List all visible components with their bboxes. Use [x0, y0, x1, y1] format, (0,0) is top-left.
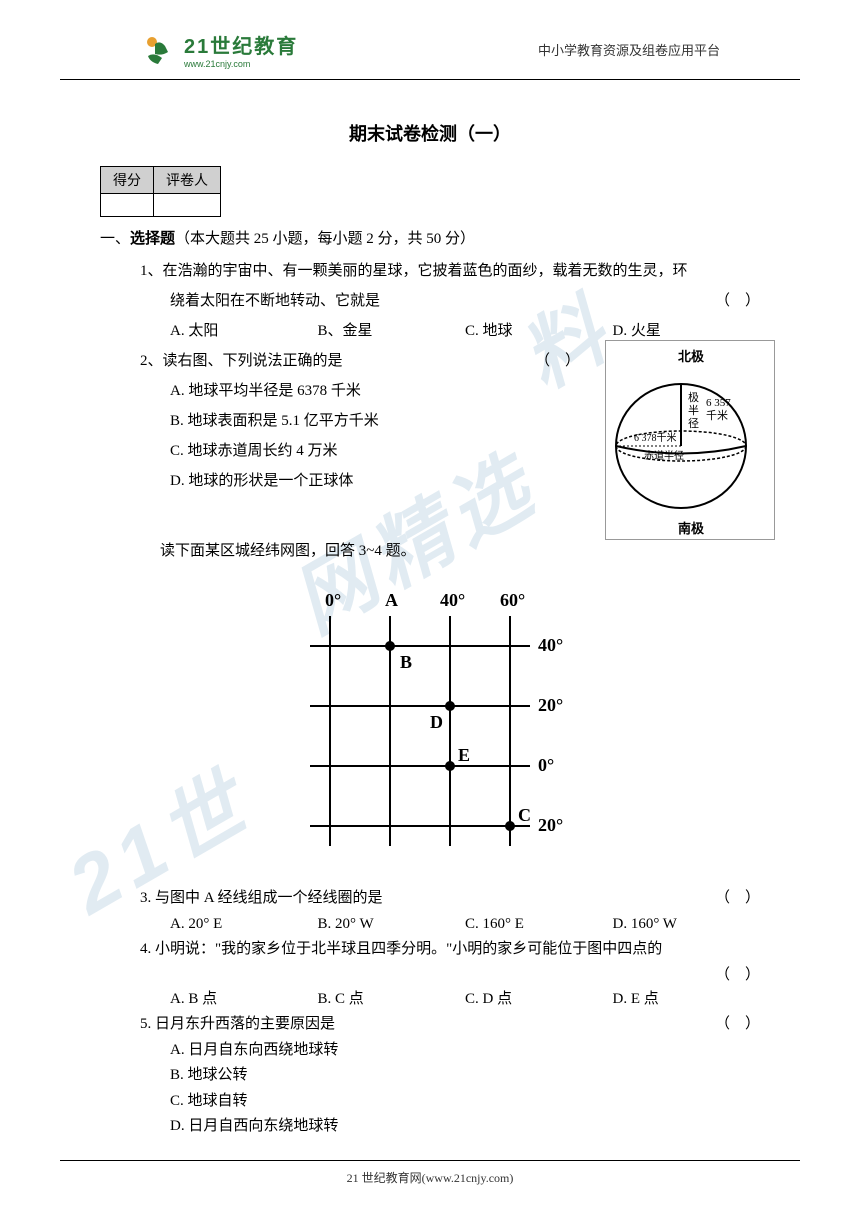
- q3-optD: D. 160° W: [613, 912, 761, 938]
- score-col2-header: 评卷人: [154, 167, 221, 194]
- section-header: 一、选择题（本大题共 25 小题，每小题 2 分，共 50 分）: [100, 227, 760, 248]
- svg-text:6 357: 6 357: [706, 397, 731, 409]
- q1-paren: （ ）: [715, 286, 760, 316]
- question-1: 1、在浩瀚的宇宙中、有一颗美丽的星球，它披着蓝色的面纱，载着无数的生灵，环 绕着…: [140, 256, 760, 346]
- svg-text:径: 径: [688, 417, 699, 430]
- q3-paren: （ ）: [715, 886, 760, 912]
- q5-optD: D. 日月自西向东绕地球转: [170, 1114, 760, 1140]
- svg-text:B: B: [400, 652, 412, 672]
- svg-text:赤道半径: 赤道半径: [644, 449, 684, 462]
- logo-icon: [140, 32, 176, 68]
- q5-optB: B. 地球公转: [170, 1063, 760, 1089]
- question-5: 5. 日月东升西落的主要原因是 （ ） A. 日月自东向西绕地球转 B. 地球公…: [140, 1012, 760, 1140]
- q1-line2: 绕着太阳在不断地转动、它就是 （ ）: [170, 286, 760, 316]
- score-col1-cell: [101, 194, 154, 217]
- content-area: 期末试卷检测（一） 得分 评卷人 一、选择题（本大题共 25 小题，每小题 2 …: [0, 80, 860, 1140]
- q4-optC: C. D 点: [465, 987, 613, 1013]
- q1-line1: 1、在浩瀚的宇宙中、有一颗美丽的星球，它披着蓝色的面纱，载着无数的生灵，环: [140, 256, 760, 286]
- logo-area: 21世纪教育 www.21cnjy.com: [140, 30, 298, 69]
- score-table: 得分 评卷人: [100, 166, 221, 217]
- svg-text:D: D: [430, 712, 443, 732]
- q4-paren: （ ）: [715, 963, 760, 989]
- q5-text: 5. 日月东升西落的主要原因是: [140, 1016, 335, 1032]
- svg-text:南极: 南极: [678, 521, 705, 536]
- q3-optB: B. 20° W: [318, 912, 466, 938]
- q3-text: 3. 与图中 A 经线组成一个经线圈的是: [140, 890, 383, 906]
- earth-diagram: 北极 极 半 径 6 357 千米 6 378千米 赤道半径 南极: [605, 340, 775, 540]
- q4-text: 4. 小明说："我的家乡位于北半球且四季分明。"小明的家乡可能位于图中四点的: [140, 937, 760, 963]
- svg-text:0°: 0°: [325, 590, 341, 610]
- q1-text1: 在浩瀚的宇宙中、有一颗美丽的星球，它披着蓝色的面纱，载着无数的生灵，环: [163, 263, 688, 279]
- q3-optA: A. 20° E: [170, 912, 318, 938]
- svg-text:20°: 20°: [538, 815, 563, 835]
- svg-text:北极: 北极: [678, 349, 705, 364]
- q4-optB: B. C 点: [318, 987, 466, 1013]
- page-title: 期末试卷检测（一）: [100, 120, 760, 146]
- svg-text:半: 半: [688, 403, 699, 417]
- svg-text:千米: 千米: [706, 409, 728, 422]
- q1-num: 1、: [140, 263, 163, 279]
- svg-text:40°: 40°: [538, 635, 563, 655]
- svg-text:极: 极: [688, 390, 699, 404]
- q1-optA: A. 太阳: [170, 316, 318, 346]
- q4-options: A. B 点 B. C 点 C. D 点 D. E 点: [170, 987, 760, 1013]
- q4-optD: D. E 点: [613, 987, 761, 1013]
- svg-text:20°: 20°: [538, 695, 563, 715]
- page-footer: 21 世纪教育网(www.21cnjy.com): [60, 1160, 800, 1186]
- footer-text: 21 世纪教育网(www.21cnjy.com): [347, 1171, 514, 1185]
- q4-optA: A. B 点: [170, 987, 318, 1013]
- q2-text: 读右图、下列说法正确的是: [163, 353, 343, 369]
- q5-optC: C. 地球自转: [170, 1089, 760, 1115]
- question-3: 3. 与图中 A 经线组成一个经线圈的是 （ ） A. 20° E B. 20°…: [140, 886, 760, 937]
- q5-optA: A. 日月自东向西绕地球转: [170, 1038, 760, 1064]
- q3-options: A. 20° E B. 20° W C. 160° E D. 160° W: [170, 912, 760, 938]
- score-col2-cell: [154, 194, 221, 217]
- svg-text:6 378千米: 6 378千米: [634, 431, 677, 444]
- q1-optC: C. 地球: [465, 316, 613, 346]
- q1-text2: 绕着太阳在不断地转动、它就是: [170, 293, 380, 309]
- q1-optB: B、金星: [318, 316, 466, 346]
- score-col1-header: 得分: [101, 167, 154, 194]
- svg-text:A: A: [385, 590, 398, 610]
- svg-text:C: C: [518, 805, 531, 825]
- q2-paren: （ ）: [535, 346, 580, 376]
- svg-text:E: E: [458, 745, 470, 765]
- svg-text:40°: 40°: [440, 590, 465, 610]
- logo-main-text: 21世纪教育: [184, 30, 298, 59]
- logo-sub-text: www.21cnjy.com: [184, 59, 298, 69]
- logo-text-block: 21世纪教育 www.21cnjy.com: [184, 30, 298, 69]
- q3-optC: C. 160° E: [465, 912, 613, 938]
- page-header: 21世纪教育 www.21cnjy.com 中小学教育资源及组卷应用平台: [60, 0, 800, 80]
- grid-diagram: 0° A 40° 60° 40° 20° 0° 20° B D E C: [280, 576, 580, 876]
- svg-text:0°: 0°: [538, 755, 554, 775]
- header-right-text: 中小学教育资源及组卷应用平台: [538, 40, 720, 59]
- q2-num: 2、: [140, 353, 163, 369]
- q5-paren: （ ）: [715, 1012, 760, 1038]
- svg-text:60°: 60°: [500, 590, 525, 610]
- question-4: 4. 小明说："我的家乡位于北半球且四季分明。"小明的家乡可能位于图中四点的 （…: [140, 937, 760, 1012]
